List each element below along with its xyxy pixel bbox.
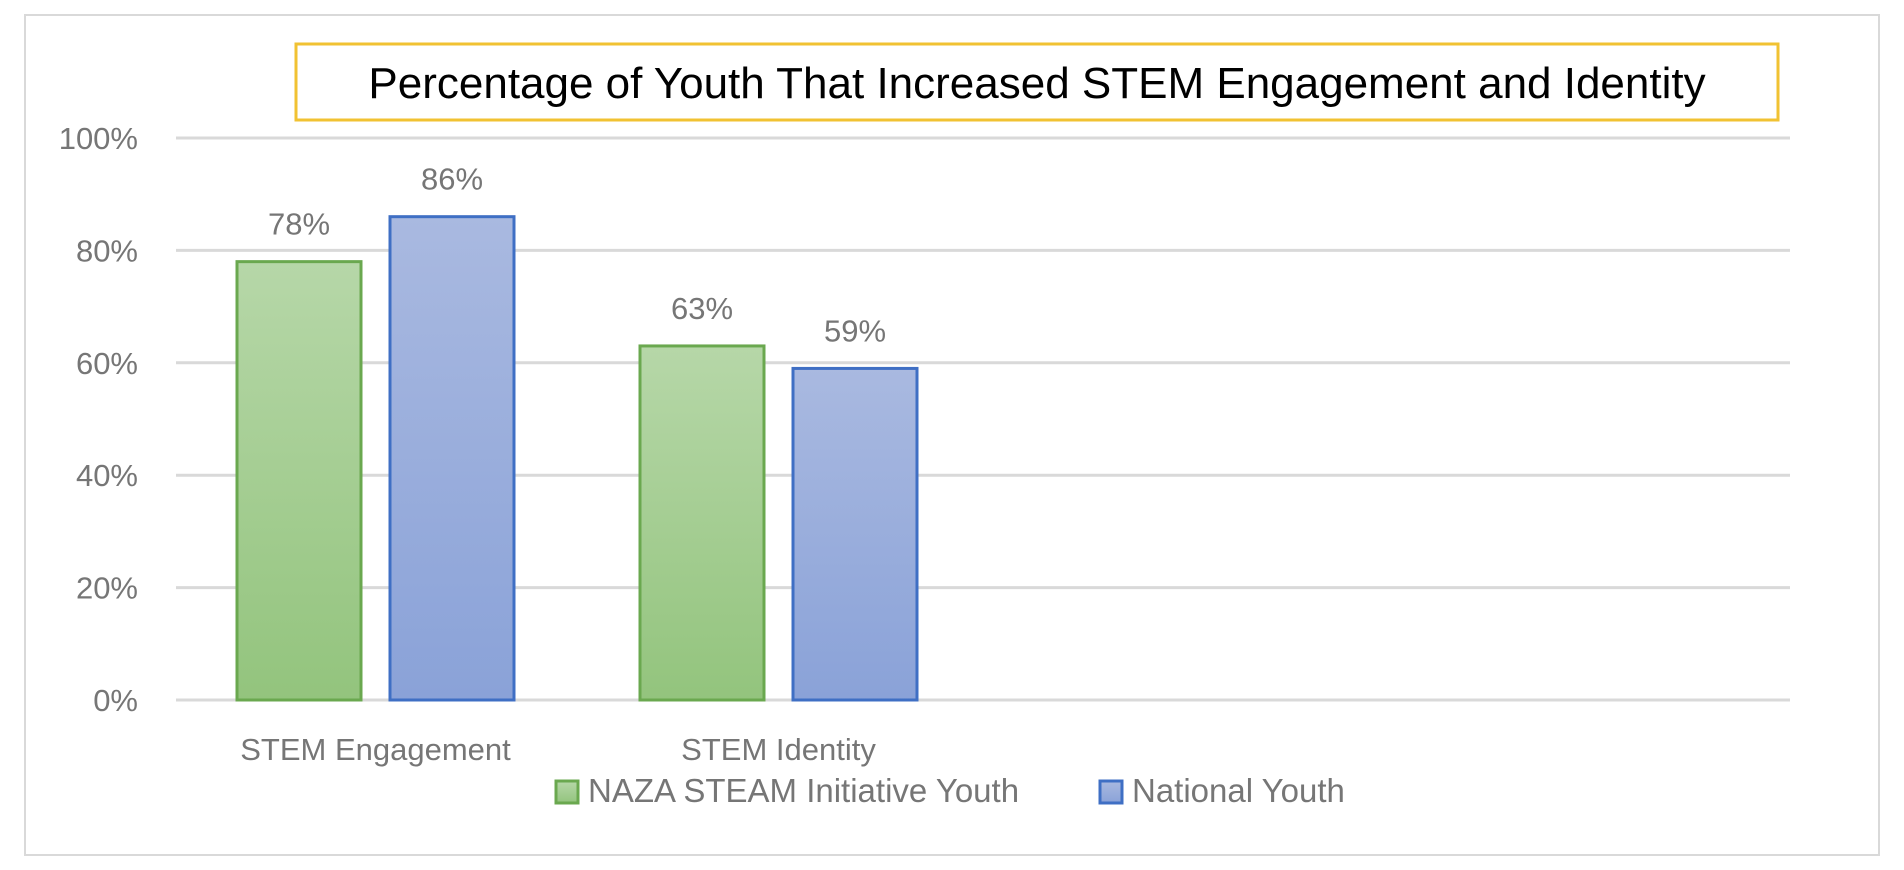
bar	[791, 366, 919, 702]
y-tick-label: 100%	[59, 121, 138, 156]
y-axis-tick-labels: 0% 20% 40% 60% 80% 100%	[59, 121, 138, 718]
bars	[235, 215, 919, 702]
legend-label: NAZA STEAM Initiative Youth	[588, 772, 1019, 809]
bar	[638, 344, 766, 702]
category-label: STEM Engagement	[240, 732, 511, 767]
legend-swatch	[1098, 779, 1124, 805]
chart-title: Percentage of Youth That Increased STEM …	[368, 59, 1705, 108]
chart-title-box: Percentage of Youth That Increased STEM …	[294, 42, 1780, 122]
data-label: 59%	[824, 313, 886, 348]
chart-frame	[24, 14, 1880, 856]
bar	[388, 215, 516, 702]
legend-item: NAZA STEAM Initiative Youth	[554, 772, 1019, 809]
data-label: 86%	[421, 162, 483, 197]
legend: NAZA STEAM Initiative Youth National Yout…	[554, 772, 1345, 809]
data-label: 63%	[671, 291, 733, 326]
x-axis-category-labels: STEM Engagement STEM Identity	[240, 732, 876, 767]
bar	[235, 260, 363, 702]
y-tick-label: 40%	[76, 458, 138, 493]
chart-title-border	[294, 42, 1780, 122]
data-label: 78%	[268, 207, 330, 242]
y-tick-label: 0%	[93, 683, 138, 718]
legend-label: National Youth	[1132, 772, 1345, 809]
legend-swatch	[554, 779, 580, 805]
y-tick-label: 60%	[76, 346, 138, 381]
data-labels: 78% 86% 63% 59%	[268, 162, 886, 349]
y-tick-label: 80%	[76, 233, 138, 268]
category-label: STEM Identity	[681, 732, 876, 767]
y-tick-label: 20%	[76, 571, 138, 606]
legend-item: National Youth	[1098, 772, 1345, 809]
